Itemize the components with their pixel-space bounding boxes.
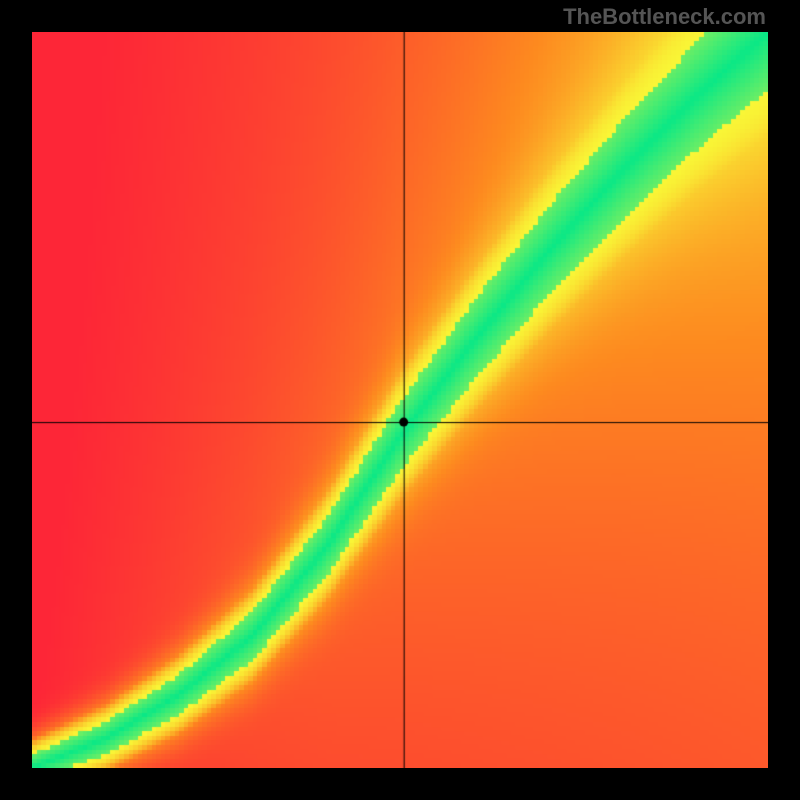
- attribution-text: TheBottleneck.com: [563, 4, 766, 30]
- bottleneck-heatmap: [32, 32, 768, 768]
- chart-frame: TheBottleneck.com: [0, 0, 800, 800]
